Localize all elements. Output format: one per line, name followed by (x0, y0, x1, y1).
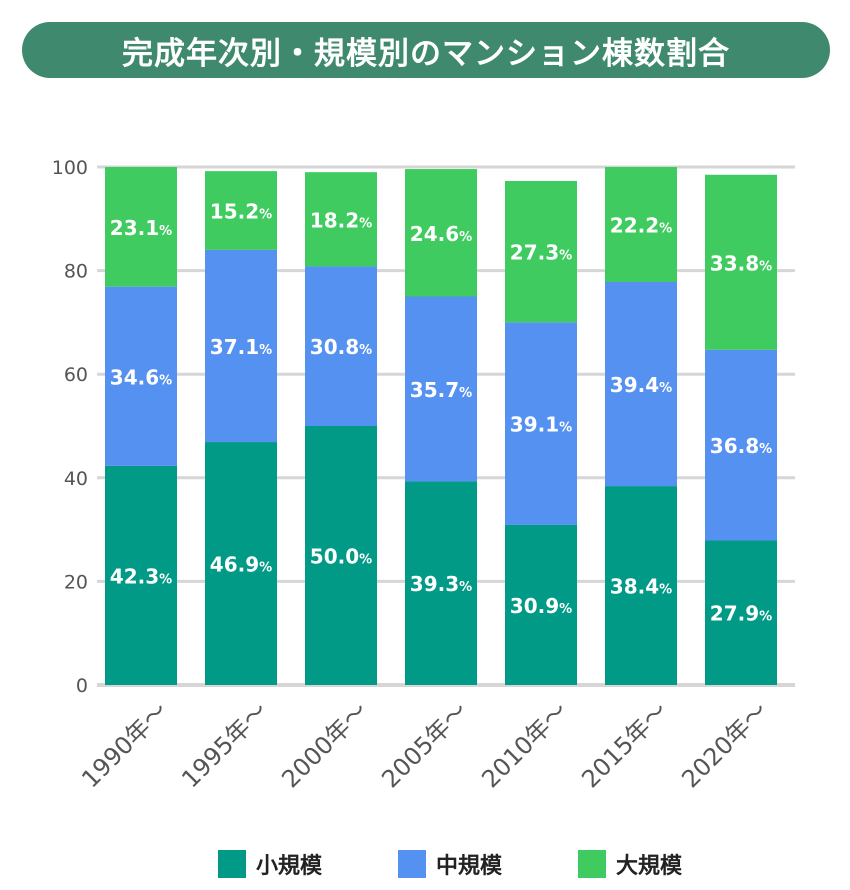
bar-segment (105, 286, 177, 466)
bar-segment (405, 296, 477, 482)
x-tick-label: 2015年〜 (576, 696, 673, 793)
bar-segment (405, 481, 477, 685)
data-label: 42.3% (110, 564, 172, 588)
x-tick-label: 2005年〜 (376, 696, 473, 793)
y-tick-label: 80 (64, 261, 88, 283)
bar-segment (405, 169, 477, 297)
y-tick-label: 40 (64, 468, 88, 490)
bar-segment (705, 349, 777, 541)
y-tick-label: 100 (52, 157, 88, 179)
legend-item-medium: 中規模 (398, 848, 502, 880)
y-tick-label: 0 (76, 675, 88, 697)
data-label: 30.8% (310, 335, 372, 359)
x-tick-label: 2020年〜 (676, 696, 773, 793)
y-tick-label: 60 (64, 364, 88, 386)
bar-segment (305, 426, 377, 685)
legend-swatch (218, 850, 246, 878)
bar-segment (205, 249, 277, 443)
bar-segment (105, 465, 177, 685)
legend-item-large: 大規模 (578, 848, 682, 880)
legend-label: 大規模 (616, 854, 683, 879)
bar-segment (705, 540, 777, 685)
x-tick-label: 2010年〜 (476, 696, 573, 793)
data-label: 35.7% (410, 378, 472, 402)
x-tick-label: 2000年〜 (276, 696, 373, 793)
bar-segment (205, 171, 277, 250)
chart-title: 完成年次別・規模別のマンション棟数割合 (22, 22, 830, 78)
bar-segment (505, 322, 577, 525)
y-tick-label: 20 (64, 571, 88, 593)
legend-item-small: 小規模 (218, 848, 322, 880)
legend-swatch (578, 850, 606, 878)
bar-segment (305, 266, 377, 426)
bar-segment (705, 174, 777, 350)
legend-label: 中規模 (436, 854, 503, 879)
data-label: 39.4% (610, 373, 672, 397)
legend-swatch (398, 850, 426, 878)
bar-segment (605, 486, 677, 685)
bar-segment (605, 281, 677, 487)
legend-label: 小規模 (256, 854, 323, 879)
bar-segment (505, 180, 577, 323)
bar-segment (605, 167, 677, 282)
data-label: 22.2% (610, 213, 672, 237)
bar-segment (305, 172, 377, 267)
bar-segment (105, 167, 177, 287)
x-tick-label: 1990年〜 (76, 696, 173, 793)
bar-segment (205, 442, 277, 685)
bar-segment (505, 524, 577, 685)
x-tick-label: 1995年〜 (176, 696, 273, 793)
